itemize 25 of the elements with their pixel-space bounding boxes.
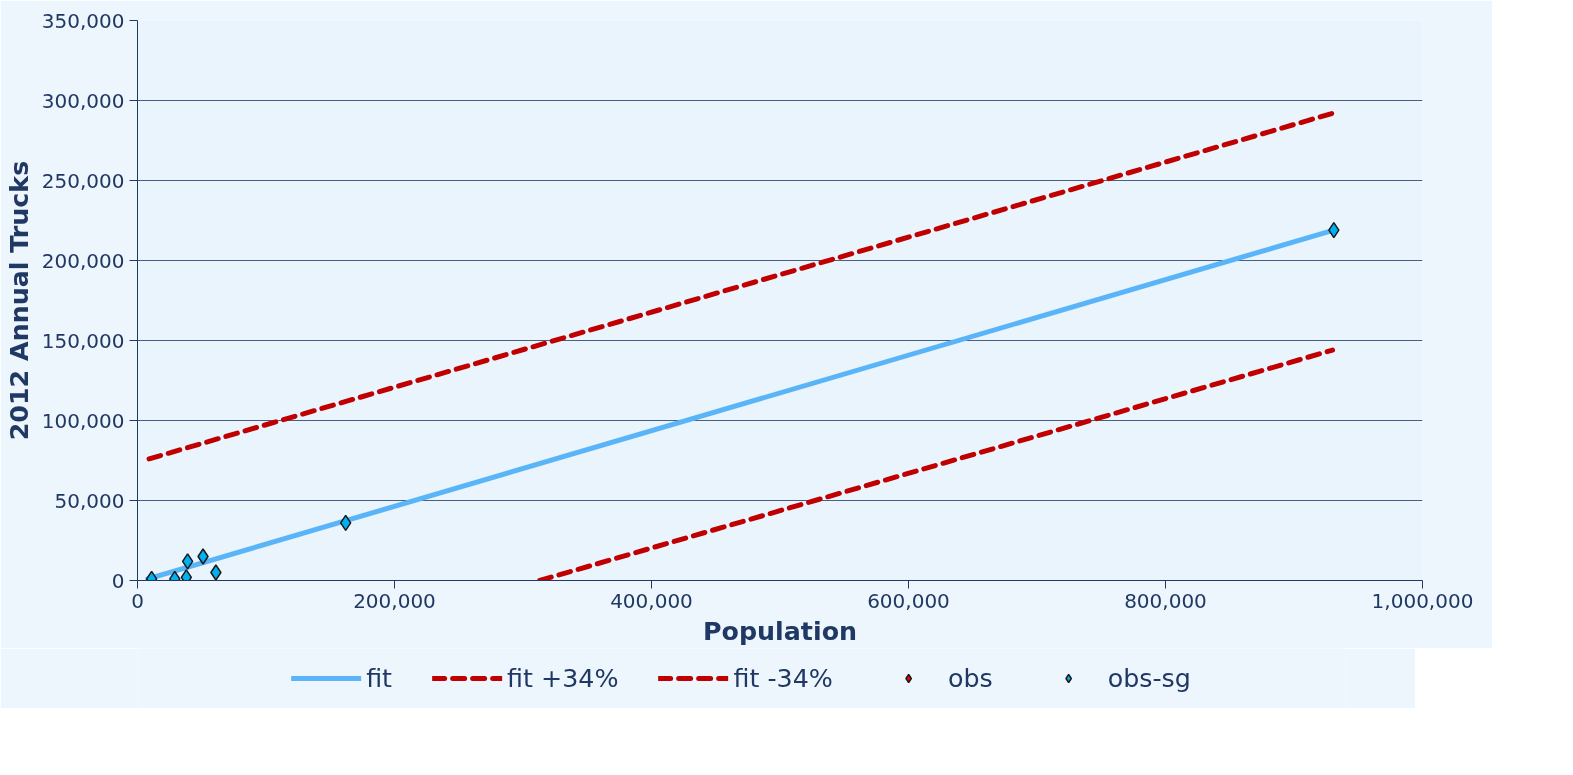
x-tick-label: 400,000 <box>610 588 693 613</box>
y-axis-title: 2012 Annual Trucks <box>3 160 34 441</box>
point <box>210 564 222 581</box>
x-tick-label: 800,000 <box>1124 588 1207 613</box>
y-tick-label: 300,000 <box>41 88 125 113</box>
x-tick-label: 200,000 <box>353 588 436 613</box>
y-tick-label: 0 <box>111 568 125 593</box>
y-tick-label: 250,000 <box>41 168 125 193</box>
legend-label: fit <box>366 663 393 693</box>
point <box>181 553 194 570</box>
y-tick-label: 150,000 <box>41 328 125 353</box>
y-tick-label: 100,000 <box>41 408 125 433</box>
x-tick-label: 0 <box>131 588 144 613</box>
legend-label: fit +34% <box>507 663 619 693</box>
x-tick-label: 1,000,000 <box>1371 588 1474 613</box>
y-tick-label: 200,000 <box>41 248 125 273</box>
point <box>197 548 209 565</box>
x-tick-label: 600,000 <box>867 588 950 613</box>
x-axis-title: Population <box>702 615 858 646</box>
legend-label: obs-sg <box>1107 663 1191 693</box>
legend-label: obs <box>947 663 993 693</box>
point <box>339 514 352 532</box>
y-tick-label: 350,000 <box>41 8 125 33</box>
y-tick-label: 50,000 <box>54 488 125 513</box>
legend-label: fit -34% <box>733 663 833 693</box>
